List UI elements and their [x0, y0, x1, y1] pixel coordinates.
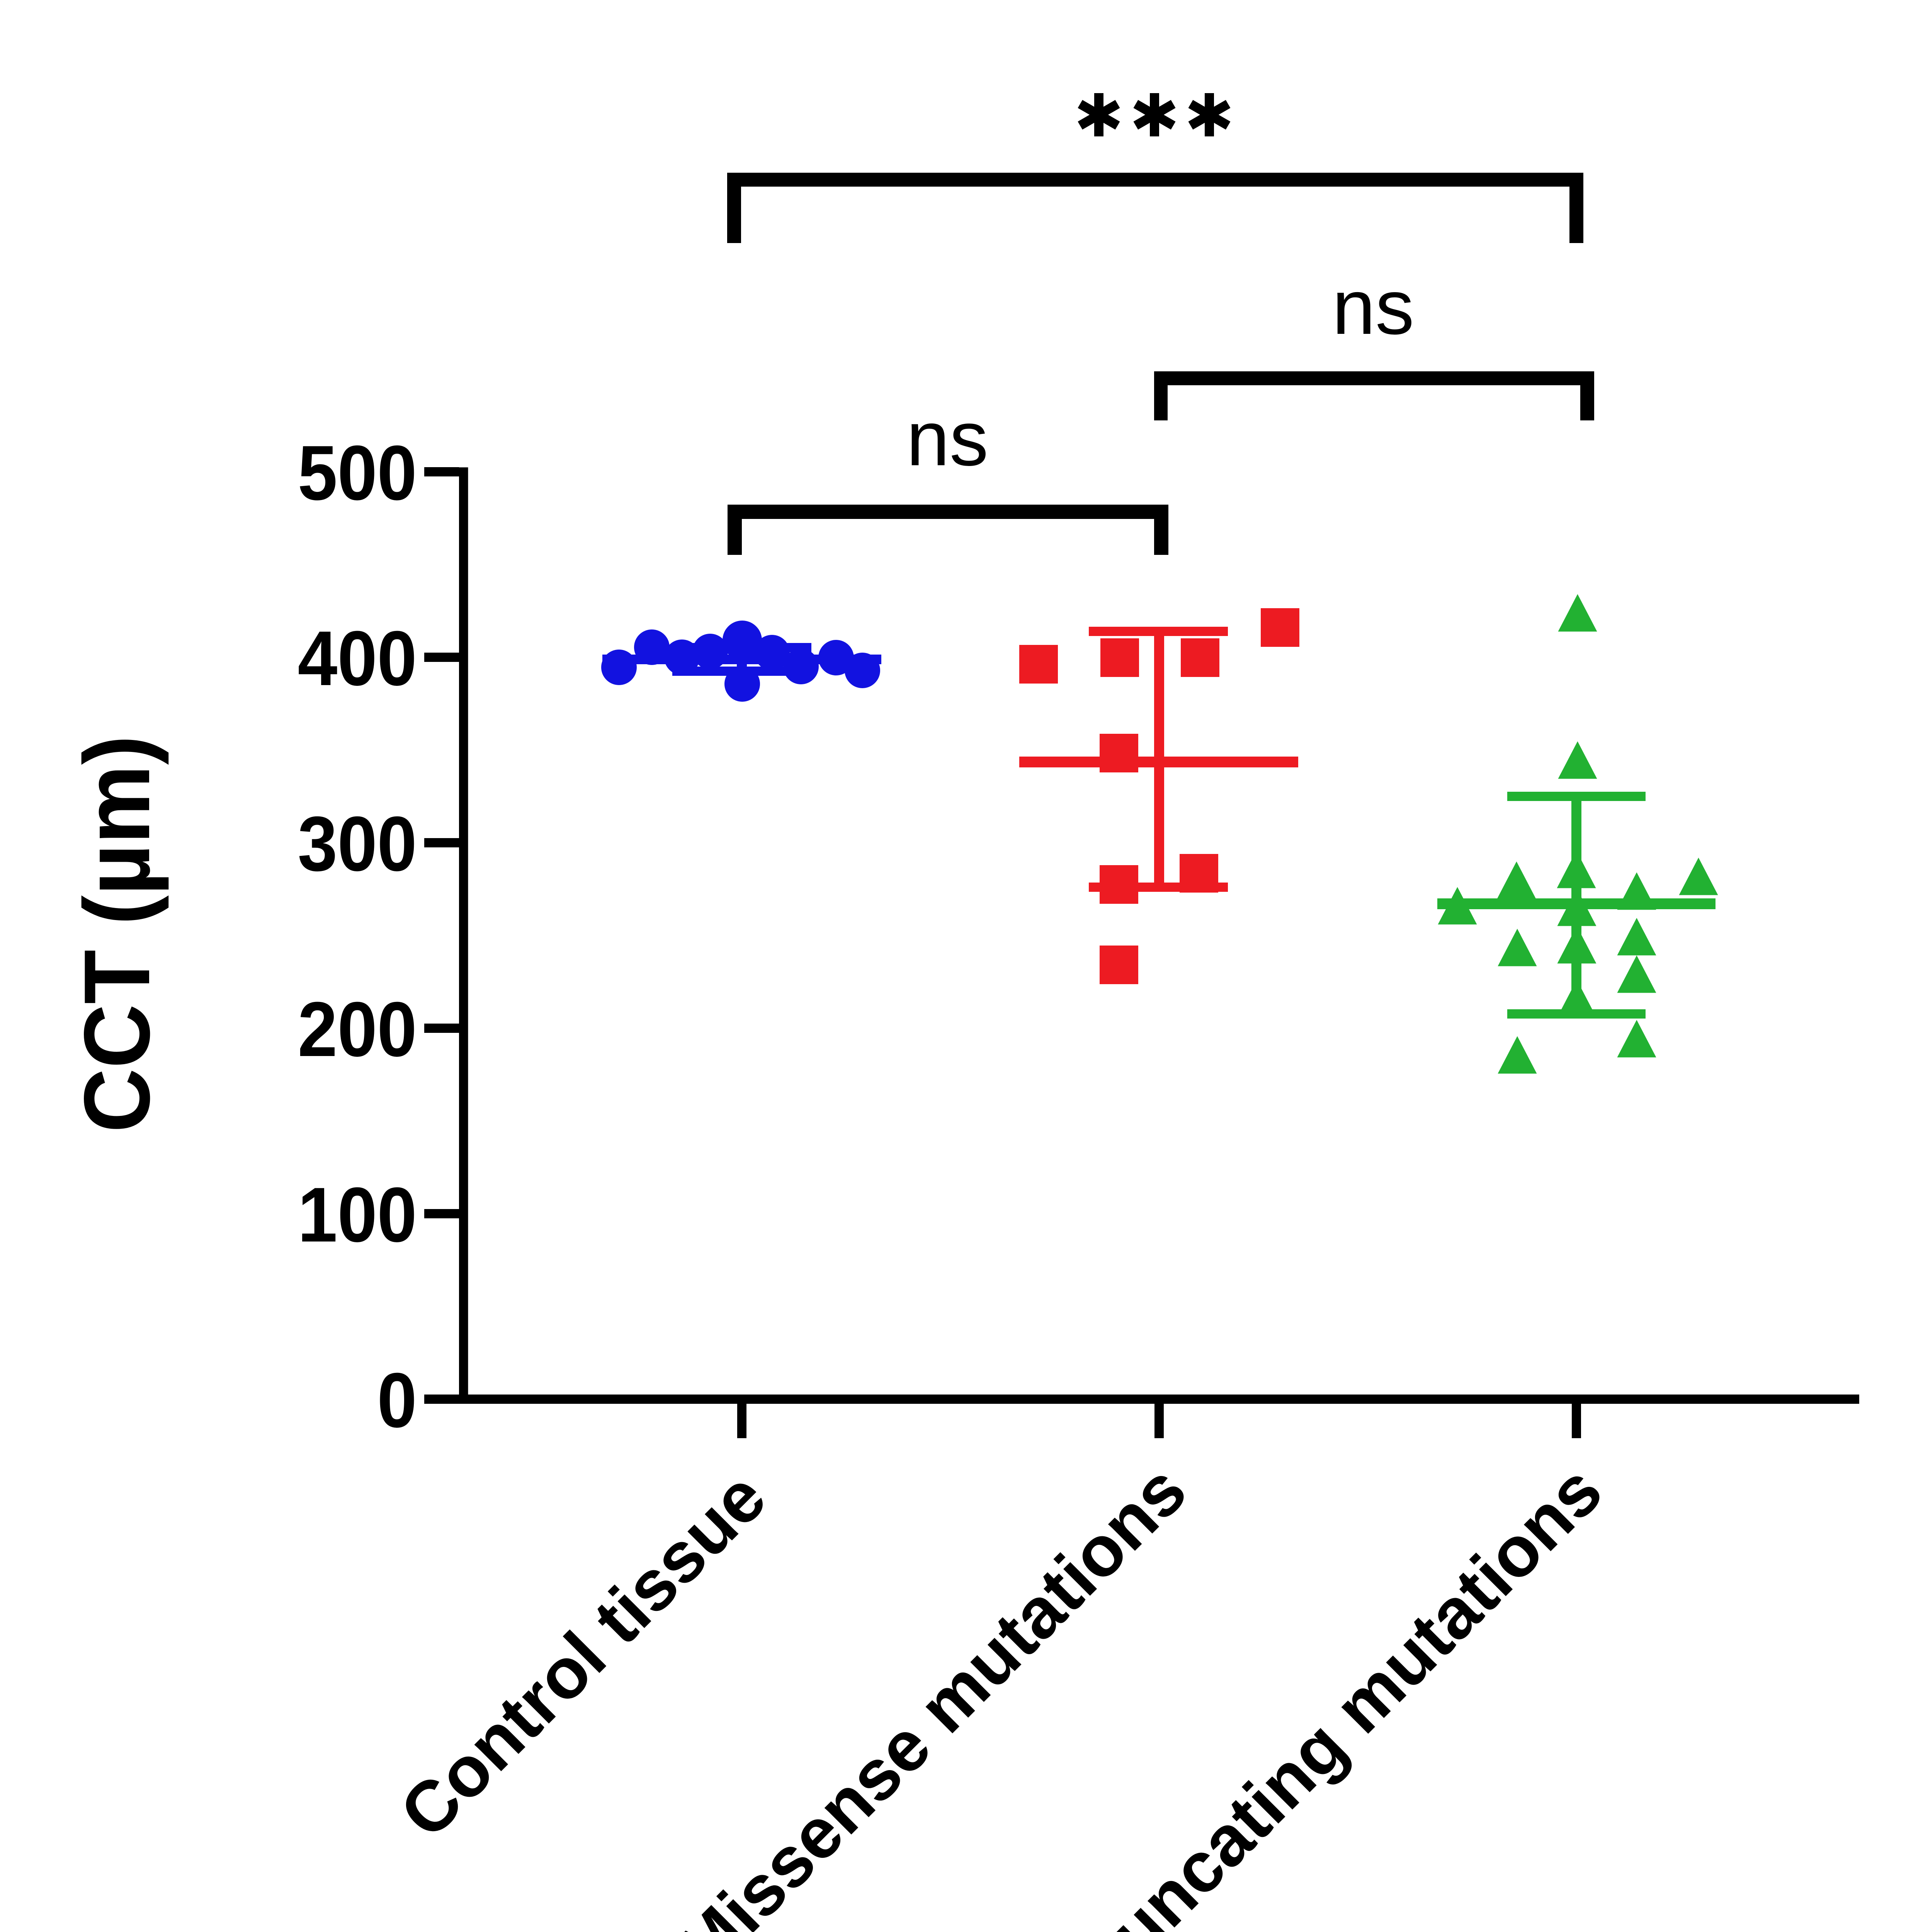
- svg-text:500: 500: [298, 429, 417, 516]
- svg-text:100: 100: [298, 1171, 417, 1258]
- svg-text:CCT (µm): CCT (µm): [65, 735, 169, 1133]
- svg-text:ns: ns: [1332, 264, 1414, 350]
- svg-text:300: 300: [298, 800, 417, 887]
- svg-text:400: 400: [298, 615, 417, 702]
- svg-text:200: 200: [298, 986, 417, 1073]
- svg-text:ns: ns: [906, 395, 988, 482]
- svg-text:0: 0: [377, 1357, 417, 1444]
